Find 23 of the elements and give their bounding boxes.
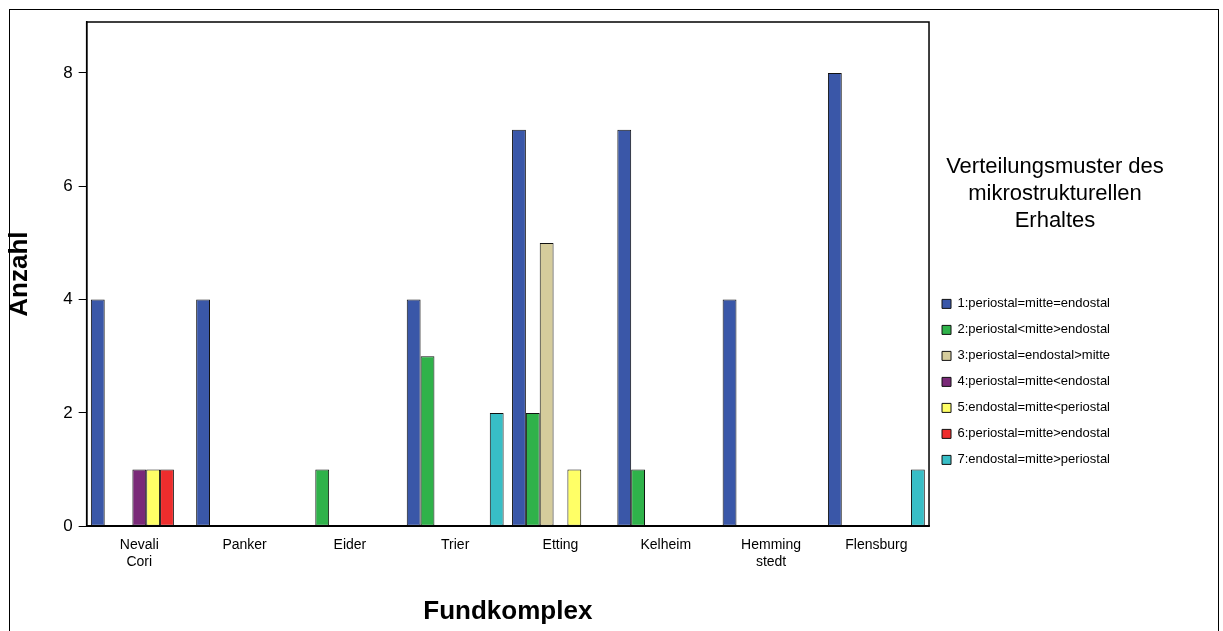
x-tick-label: Flensburg xyxy=(845,536,908,553)
x-tick-label: Nevali Cori xyxy=(119,536,159,570)
legend-label: 1:periostal=mitte=endostal xyxy=(957,295,1111,311)
legend-label: 4:periostal=mitte<endostal xyxy=(957,373,1111,389)
x-tick-label: Hemming stedt xyxy=(741,536,802,570)
legend-label: 7:endostal=mitte>periostal xyxy=(957,451,1111,467)
y-tick-label: 8 xyxy=(63,62,73,82)
legend-label: 5:endostal=mitte<periostal xyxy=(957,399,1111,415)
legend-label: 3:periostal=endostal>mitte xyxy=(957,347,1110,363)
x-tick-label: Panker xyxy=(222,536,268,553)
x-tick-label: Eider xyxy=(333,536,367,553)
y-tick-label: 0 xyxy=(63,515,73,535)
legend-label: 2:periostal<mitte>endostal xyxy=(957,321,1111,337)
x-tick-label: Kelheim xyxy=(640,536,692,553)
legend-label: 6:periostal=mitte>endostal xyxy=(957,425,1111,441)
x-tick-label: Etting xyxy=(542,536,579,553)
x-axis-title: Fundkomplex xyxy=(423,594,593,625)
y-tick-label: 6 xyxy=(63,175,73,195)
y-tick-label: 4 xyxy=(63,289,73,309)
x-tick-label: Trier xyxy=(441,536,470,553)
y-axis-title: Anzahl xyxy=(2,231,33,317)
y-tick-label: 2 xyxy=(63,402,73,422)
legend-title: Verteilungsmuster des mikrostrukturellen Erhaltes xyxy=(945,152,1165,233)
